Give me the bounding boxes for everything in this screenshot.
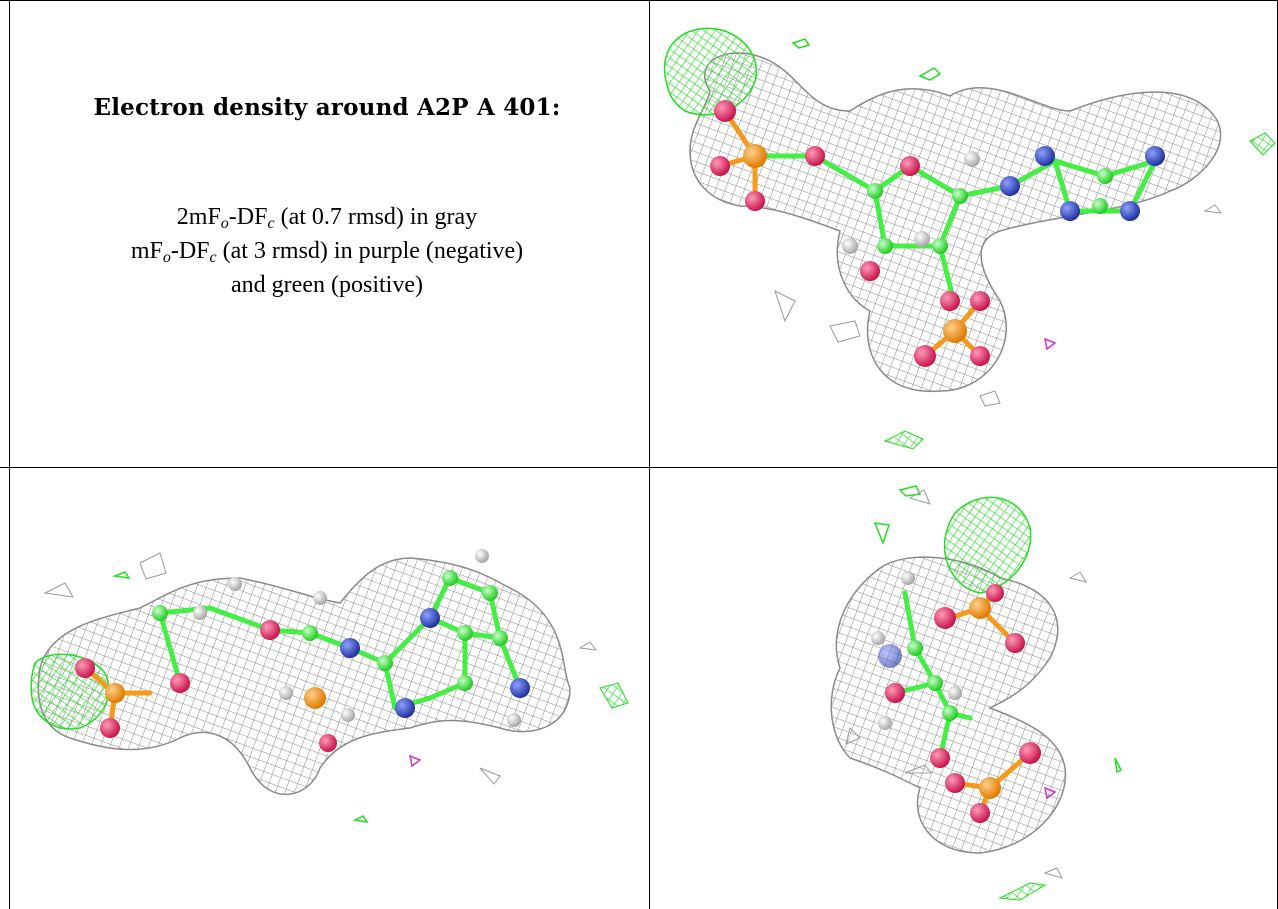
hydrogen-atom <box>313 591 327 605</box>
density-mesh-gray <box>689 52 1222 393</box>
density-mesh-green <box>663 27 1276 450</box>
stray-mesh <box>43 552 598 785</box>
oxygen-atom <box>714 100 736 122</box>
hydrogen-atom <box>475 549 489 563</box>
carbon-atom <box>457 625 473 641</box>
oxygen-atom <box>100 718 120 738</box>
carbon-atom <box>1097 168 1113 184</box>
oxygen-atom <box>745 191 765 211</box>
carbon-atom <box>377 655 393 671</box>
carbon-atom <box>457 675 473 691</box>
hydrogen-atom <box>507 713 521 727</box>
carbon-atom <box>482 585 498 601</box>
atoms <box>75 549 530 752</box>
carbon-atom <box>152 605 168 621</box>
carbon-atom <box>867 183 883 199</box>
atoms <box>710 100 1165 367</box>
oxygen-atom <box>1005 633 1025 653</box>
hydrogen-atom <box>279 686 293 700</box>
oxygen-atom <box>170 673 190 693</box>
nitrogen-atom <box>340 638 360 658</box>
table-border-left <box>9 0 10 909</box>
oxygen-atom <box>860 261 880 281</box>
oxygen-atom <box>986 584 1004 602</box>
atoms <box>871 571 1041 823</box>
carbon-atom <box>952 188 968 204</box>
hydrogen-atom <box>948 686 962 700</box>
stray-mesh <box>845 489 1088 879</box>
oxygen-atom <box>970 803 990 823</box>
nitrogen-atom <box>1000 176 1020 196</box>
oxygen-atom <box>934 607 956 629</box>
carbon-atom <box>907 640 923 656</box>
density-mesh-purple <box>1043 786 1057 800</box>
oxygen-atom <box>1019 742 1041 764</box>
legend-line-2mfo: 2mFo-DFc (at 0.7 rmsd) in gray <box>176 204 478 232</box>
phosphorus-atom <box>979 777 1001 799</box>
phosphorus-atom <box>943 319 967 343</box>
hydrogen-atom <box>842 238 858 254</box>
oxygen-atom <box>970 346 990 366</box>
oxygen-atom <box>710 156 730 176</box>
oxygen-atom <box>805 146 825 166</box>
table-border-top <box>0 0 1278 1</box>
hydrogen-atom <box>914 231 930 247</box>
caption-legend: 2mFo-DFc (at 0.7 rmsd) in gray mFo-DFc (… <box>10 200 644 302</box>
hydrogen-atom <box>871 631 885 645</box>
stray-mesh <box>774 204 1223 407</box>
table-border-center <box>649 0 650 909</box>
oxygen-atom <box>970 291 990 311</box>
legend-line-green: and green (positive) <box>231 272 423 298</box>
oxygen-atom <box>945 773 965 793</box>
view-bottom-left <box>10 468 649 909</box>
carbon-atom <box>302 625 318 641</box>
phosphorus-atom <box>105 683 125 703</box>
phosphorus-atom <box>743 144 767 168</box>
nitrogen-atom <box>510 678 530 698</box>
hydrogen-atom <box>901 571 915 585</box>
phosphorus-atom <box>969 597 991 619</box>
oxygen-atom <box>900 156 920 176</box>
hydrogen-atom <box>228 577 242 591</box>
nitrogen-atom <box>1060 201 1080 221</box>
hydrogen-atom <box>964 151 980 167</box>
view-top-right <box>650 1 1277 467</box>
caption-cell: Electron density around A2P A 401: 2mFo-… <box>10 0 644 466</box>
caption-title: Electron density around A2P A 401: <box>93 94 561 121</box>
oxygen-atom <box>940 291 960 311</box>
density-mesh-purple <box>408 754 422 768</box>
oxygen-atom <box>260 620 280 640</box>
density-mesh-purple <box>1043 337 1057 351</box>
carbon-atom <box>442 570 458 586</box>
view-bottom-right <box>650 468 1277 909</box>
oxygen-atom <box>75 658 95 678</box>
hydrogen-atom <box>878 716 892 730</box>
oxygen-atom <box>914 345 936 367</box>
carbon-atom <box>942 705 958 721</box>
nitrogen-atom <box>1120 201 1140 221</box>
legend-line-mfo: mFo-DFc (at 3 rmsd) in purple (negative) <box>130 238 524 266</box>
nitrogen-atom <box>1145 146 1165 166</box>
carbon-atom <box>927 675 943 691</box>
table-border-middle <box>0 467 1278 468</box>
nitrogen-atom <box>878 644 902 668</box>
hydrogen-atom <box>341 708 355 722</box>
oxygen-atom <box>930 748 950 768</box>
density-mesh-green <box>873 485 1123 901</box>
carbon-atom <box>877 238 893 254</box>
carbon-atom <box>492 630 508 646</box>
nitrogen-atom <box>420 608 440 628</box>
hydrogen-atom <box>193 606 207 620</box>
nitrogen-atom <box>1035 146 1055 166</box>
phosphorus-atom <box>304 687 326 709</box>
oxygen-atom <box>885 683 905 703</box>
carbon-atom <box>932 238 948 254</box>
oxygen-atom <box>319 734 337 752</box>
nitrogen-atom <box>395 698 415 718</box>
carbon-atom <box>1092 198 1108 214</box>
